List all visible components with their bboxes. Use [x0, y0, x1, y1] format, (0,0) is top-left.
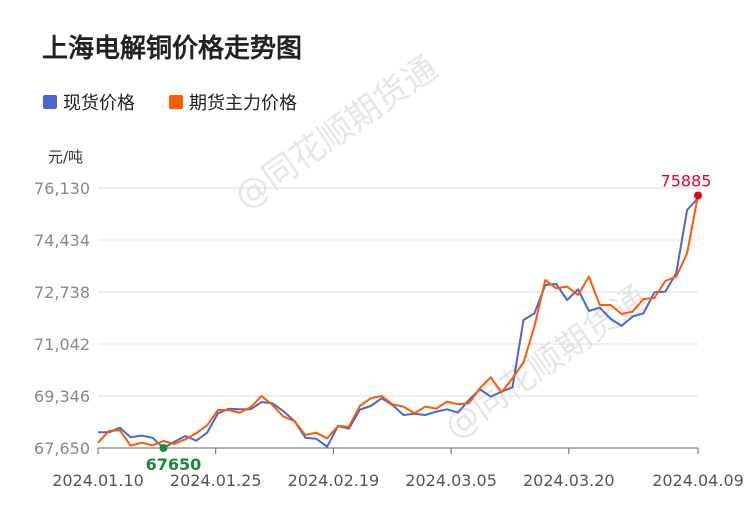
max-value-label: 75885 [661, 172, 712, 191]
x-tick-label: 2024.03.20 [523, 471, 615, 490]
legend-label-futures[interactable]: 期货主力价格 [189, 93, 297, 114]
futures-price-line [97, 195, 699, 447]
x-tick-label: 2024.03.05 [405, 471, 497, 490]
x-tick-label: 2024.01.25 [170, 471, 262, 490]
y-tick-label: 71,042 [34, 335, 90, 354]
spot-price-line [98, 197, 699, 449]
max-point-marker [694, 191, 702, 200]
gridlines [98, 187, 698, 397]
y-tick-label: 67,650 [34, 439, 90, 458]
y-axis-ticks: 67,650 69,346 71,042 72,738 74,434 76,130 [34, 179, 90, 458]
y-tick-label: 74,434 [34, 231, 90, 250]
min-value-label: 67650 [146, 455, 202, 474]
chart-title: 上海电解铜价格走势图 [42, 33, 302, 64]
legend-swatch-futures [169, 95, 183, 109]
x-tick-label: 2024.04.09 [652, 471, 744, 490]
y-tick-label: 72,738 [34, 283, 90, 302]
x-tick-label: 2024.01.10 [52, 471, 144, 490]
y-axis-unit: 元/吨 [48, 148, 83, 166]
watermark-bottom: @同花顺期货通 [437, 278, 655, 447]
legend-swatch-spot [43, 95, 57, 109]
x-axis: 2024.01.10 2024.01.25 2024.02.19 2024.03.05… [52, 447, 744, 490]
legend-label-spot[interactable]: 现货价格 [63, 93, 135, 114]
y-tick-label: 76,130 [34, 179, 90, 198]
watermark-top: @同花顺期货通 [227, 48, 445, 217]
legend: 现货价格 期货主力价格 [43, 93, 297, 114]
series-lines [97, 195, 699, 449]
min-point-marker [159, 444, 168, 452]
x-tick-label: 2024.02.19 [288, 471, 380, 490]
y-tick-label: 69,346 [34, 387, 90, 406]
annotations: 67650 75885 [146, 172, 712, 474]
